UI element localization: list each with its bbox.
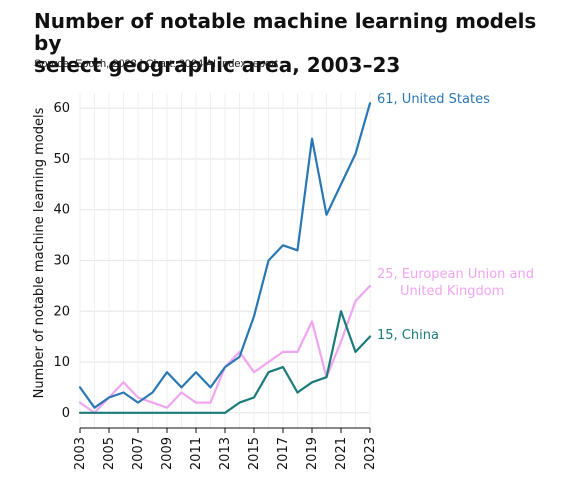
x-tick-label: 2023	[363, 437, 378, 470]
x-tick-label: 2011	[189, 437, 204, 470]
chart-title-line2: select geographic area, 2003–23	[34, 53, 401, 77]
x-tick-label: 2003	[73, 437, 88, 470]
x-tick-label: 2007	[131, 437, 146, 470]
grid	[79, 93, 371, 428]
series-label-european-union-and-united-kingdom: 25, European Union and	[377, 267, 534, 282]
series-group	[78, 102, 372, 414]
y-tick-label: 10	[53, 355, 70, 370]
y-axis-label: Number of notable machine learning model…	[32, 107, 47, 398]
chart-subtitle: Source: Epoch, 2023 | Chart: 2024 AI Ind…	[34, 58, 278, 70]
y-tick-label: 0	[62, 406, 70, 421]
y-tick-label: 20	[53, 304, 70, 319]
series-line-china	[78, 310, 372, 414]
x-tick-label: 2015	[247, 437, 262, 470]
x-tick-label: 2009	[160, 437, 175, 470]
x-tick-label: 2021	[334, 437, 349, 470]
x-tick-label: 2017	[276, 437, 291, 470]
x-tick-label: 2013	[218, 437, 233, 470]
x-tick-label: 2019	[305, 437, 320, 470]
chart-title-line1: Number of notable machine learning model…	[34, 9, 537, 55]
y-tick-label: 60	[53, 101, 70, 116]
y-tick-label: 30	[53, 254, 70, 269]
series-label-european-union-and-united-kingdom: United Kingdom	[400, 284, 504, 299]
series-label-china: 15, China	[377, 328, 439, 343]
series-label-united-states: 61, United States	[377, 92, 490, 107]
y-tick-label: 50	[53, 152, 70, 167]
x-tick-label: 2005	[102, 437, 117, 470]
y-tick-label: 40	[53, 203, 70, 218]
axes: 0 10 20 30 40 50 60 2003 2005 2007 2009 2011 2013 201…	[53, 101, 378, 470]
series-labels: 61, United States 25, European Union and U…	[377, 92, 534, 343]
series-line-united-states	[78, 102, 372, 409]
chart-title: Number of notable machine learning model…	[34, 10, 554, 76]
